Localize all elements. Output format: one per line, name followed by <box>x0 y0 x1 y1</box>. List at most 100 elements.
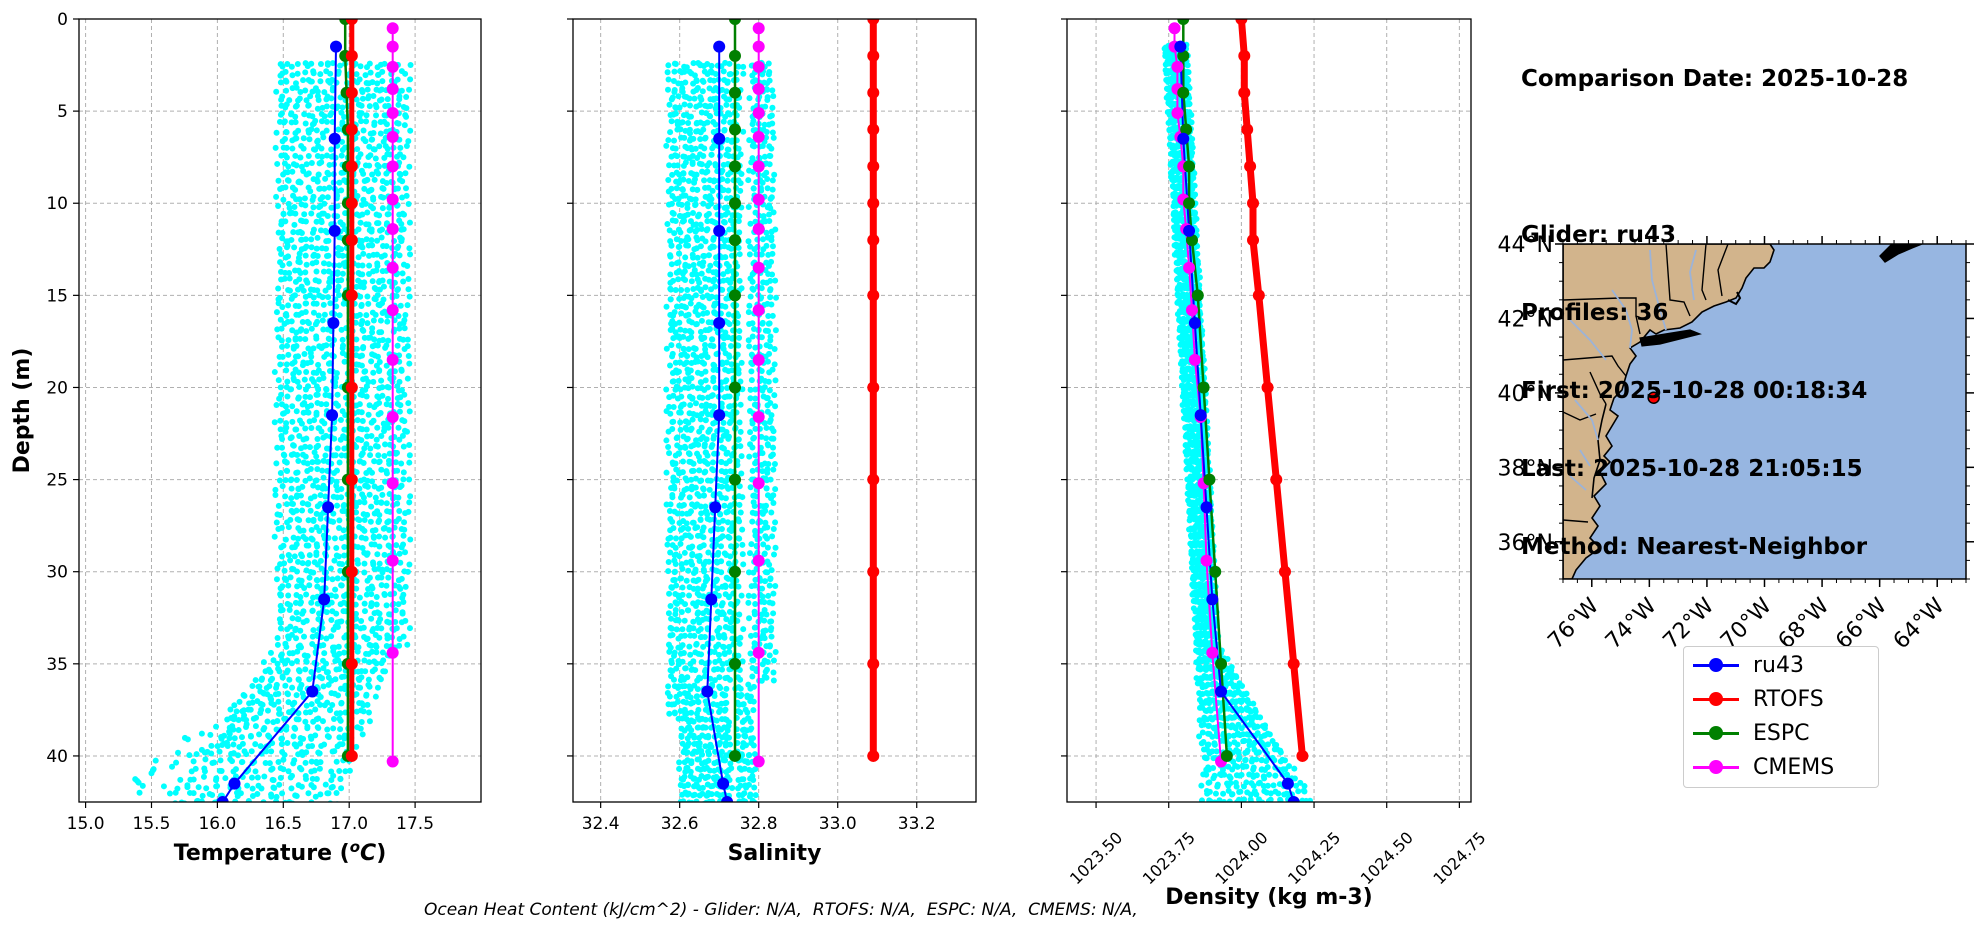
glider-scatter-point <box>736 229 743 236</box>
glider-scatter-point <box>1201 804 1207 810</box>
glider-scatter-point <box>302 120 309 127</box>
glider-scatter-point <box>713 615 720 622</box>
glider-scatter-point <box>358 237 365 244</box>
glider-scatter-point <box>309 113 316 120</box>
glider-scatter-point <box>736 419 743 426</box>
glider-scatter-point <box>184 784 191 791</box>
glider-scatter-point <box>358 362 365 369</box>
glider-scatter-point <box>703 436 710 443</box>
glider-scatter-point <box>729 784 736 791</box>
glider-scatter-point <box>705 558 712 565</box>
glider-scatter-point <box>339 138 346 145</box>
glider-scatter-point <box>675 93 682 100</box>
glider-scatter-point <box>302 218 309 225</box>
glider-scatter-point <box>767 294 774 301</box>
glider-scatter-point <box>279 353 286 360</box>
glider-scatter-point <box>769 87 776 94</box>
glider-scatter-point <box>698 317 705 324</box>
x-tick-label: 17.0 <box>330 814 368 834</box>
glider-scatter-point <box>273 519 280 526</box>
glider-scatter-point <box>739 494 746 501</box>
series-point-cmems <box>386 40 399 53</box>
glider-scatter-point <box>761 121 768 128</box>
glider-scatter-point <box>277 185 284 192</box>
glider-scatter-point <box>317 500 324 507</box>
glider-scatter-point <box>273 309 280 316</box>
glider-scatter-point <box>765 592 772 599</box>
glider-scatter-point <box>704 119 711 126</box>
glider-scatter-point <box>677 326 684 333</box>
glider-scatter-point <box>325 261 332 268</box>
glider-scatter-point <box>282 477 289 484</box>
glider-scatter-point <box>687 135 694 142</box>
glider-scatter-point <box>279 229 286 236</box>
glider-scatter-point <box>279 444 286 451</box>
glider-scatter-point <box>735 583 742 590</box>
glider-scatter-point <box>675 259 682 266</box>
glider-scatter-point <box>227 807 233 813</box>
glider-scatter-point <box>316 765 323 772</box>
glider-scatter-point <box>338 485 345 492</box>
glider-scatter-point <box>375 619 382 626</box>
glider-scatter-point <box>274 160 281 167</box>
glider-scatter-point <box>385 542 392 549</box>
glider-scatter-point <box>330 179 337 186</box>
glider-scatter-point <box>280 196 287 203</box>
glider-scatter-point <box>759 143 766 150</box>
glider-scatter-point <box>689 383 696 390</box>
glider-scatter-point <box>378 86 385 93</box>
glider-scatter-point <box>319 317 326 324</box>
glider-scatter-point <box>772 486 779 493</box>
glider-scatter-point <box>362 535 369 542</box>
glider-scatter-point <box>269 765 276 772</box>
glider-scatter-point <box>283 403 290 410</box>
glider-scatter-point <box>372 693 379 700</box>
glider-scatter-point <box>249 693 256 700</box>
glider-scatter-point <box>292 302 299 309</box>
glider-scatter-point <box>379 649 386 656</box>
glider-scatter-point <box>700 78 707 85</box>
glider-scatter-point <box>274 641 281 648</box>
glider-scatter-point <box>403 113 410 120</box>
series-point-ru43 <box>713 132 726 145</box>
glider-scatter-point <box>291 741 298 748</box>
glider-scatter-point <box>359 262 366 269</box>
glider-scatter-point <box>315 171 322 178</box>
glider-scatter-point <box>360 345 367 352</box>
glider-scatter-point <box>293 426 300 433</box>
glider-scatter-point <box>316 528 323 535</box>
glider-scatter-point <box>664 541 671 548</box>
glider-scatter-point <box>289 145 296 152</box>
glider-scatter-point <box>397 585 404 592</box>
glider-scatter-point <box>373 267 380 274</box>
series-line-ru43 <box>706 46 729 802</box>
glider-scatter-point <box>684 435 691 442</box>
glider-scatter-point <box>397 559 404 566</box>
glider-scatter-point <box>289 684 296 691</box>
glider-scatter-point <box>318 159 325 166</box>
glider-scatter-point <box>720 271 727 278</box>
glider-scatter-point <box>688 467 695 474</box>
glider-scatter-point <box>394 467 401 474</box>
glider-scatter-point <box>759 179 766 186</box>
glider-scatter-point <box>318 145 325 152</box>
glider-scatter-point <box>283 459 290 466</box>
glider-scatter-point <box>670 676 677 683</box>
glider-scatter-point <box>139 782 146 789</box>
glider-scatter-point <box>236 743 243 750</box>
glider-scatter-point <box>396 378 403 385</box>
glider-scatter-point <box>321 89 328 96</box>
glider-scatter-point <box>277 417 284 424</box>
glider-scatter-point <box>382 534 389 541</box>
glider-scatter-point <box>278 391 285 398</box>
glider-scatter-point <box>254 774 261 781</box>
glider-scatter-point <box>399 178 406 185</box>
glider-scatter-point <box>680 798 687 802</box>
glider-scatter-point <box>405 276 412 283</box>
glider-scatter-point <box>685 450 692 457</box>
glider-scatter-point <box>772 403 779 410</box>
glider-scatter-point <box>302 87 309 94</box>
glider-scatter-point <box>268 696 275 703</box>
glider-scatter-point <box>723 685 730 692</box>
glider-scatter-point <box>770 428 777 435</box>
